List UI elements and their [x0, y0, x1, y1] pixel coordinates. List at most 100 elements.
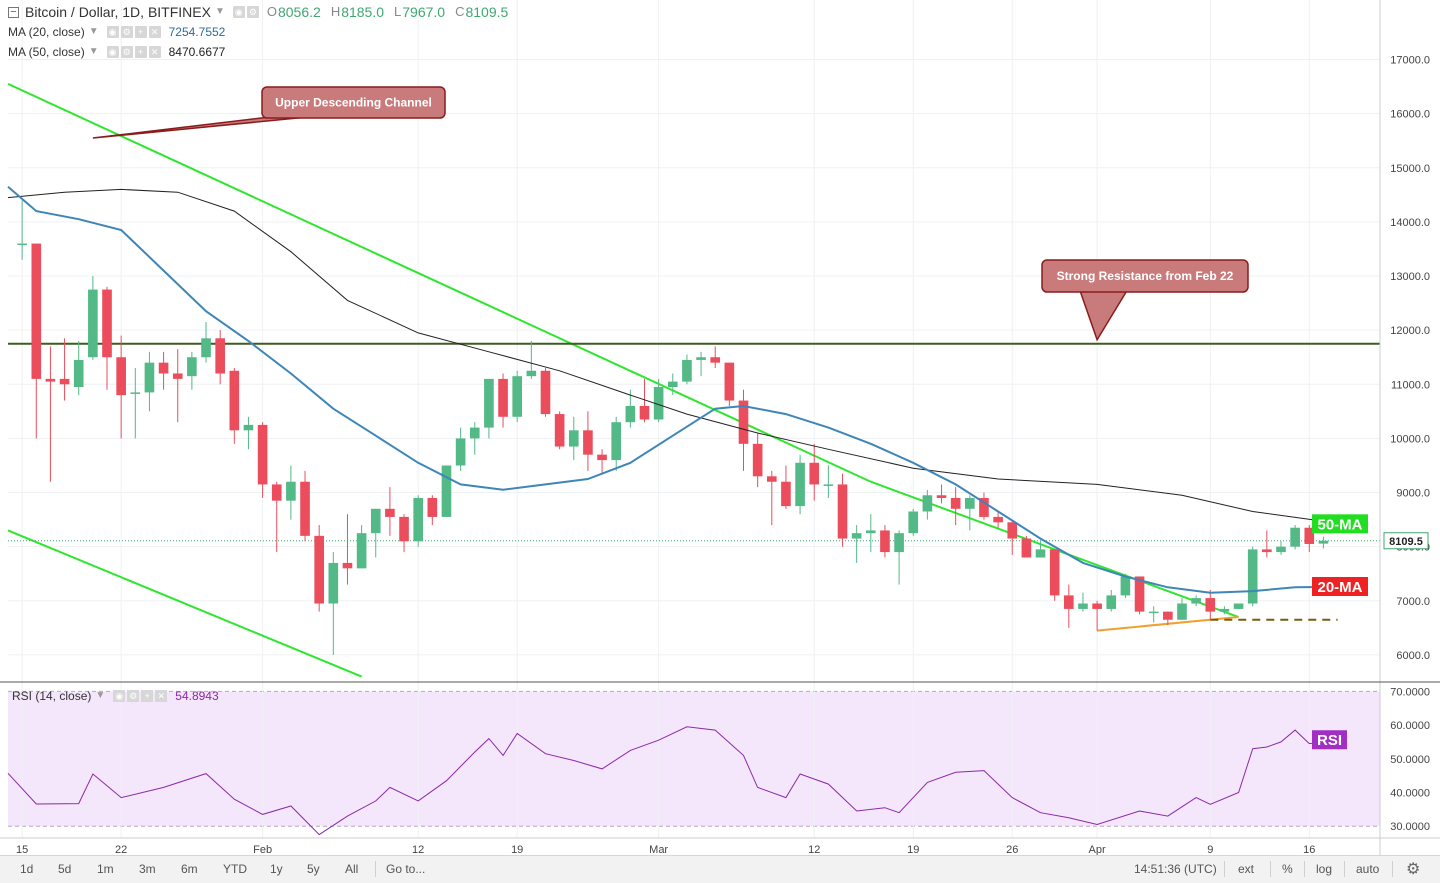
eye-icon[interactable]: ◉: [106, 26, 119, 38]
settings-icon[interactable]: ⚙: [120, 46, 133, 58]
candle-body: [766, 476, 777, 482]
candle-body: [880, 530, 890, 553]
candle-body: [837, 484, 848, 539]
range-5d[interactable]: 5d: [58, 862, 72, 876]
log-toggle[interactable]: log: [1316, 862, 1333, 876]
resistance-callout-pointer: [1078, 287, 1130, 342]
candle-body: [73, 359, 84, 388]
price-tick-label: 13000.0: [1390, 271, 1430, 283]
range-1y[interactable]: 1y: [270, 862, 283, 876]
last-price-tag-label: 8109.5: [1389, 536, 1423, 548]
candle-body: [979, 497, 989, 517]
ma50-label: MA (50, close): [8, 45, 85, 59]
candle-body: [215, 338, 225, 374]
range-1d[interactable]: 1d: [20, 862, 34, 876]
ma20-badge-bg: [1312, 577, 1368, 597]
lower-channel-line: [7, 529, 362, 678]
plus-icon[interactable]: +: [141, 690, 154, 702]
open-value: 8056.2: [277, 4, 321, 20]
plus-icon[interactable]: +: [134, 46, 147, 58]
candle-body: [540, 370, 551, 415]
price-tick-label: 16000.0: [1390, 109, 1430, 121]
candle-body: [172, 373, 183, 379]
ma50-value: 8470.6677: [168, 45, 226, 59]
toolbar-divider: [1304, 861, 1305, 877]
candle-body: [1219, 608, 1230, 612]
ma20-value: 7254.7552: [168, 25, 226, 39]
candle-body: [1177, 603, 1187, 620]
candle-body: [441, 465, 452, 517]
ext-toggle[interactable]: ext: [1238, 862, 1255, 876]
candle-body: [1092, 603, 1102, 609]
toolbar-divider: [375, 861, 376, 877]
candle-body: [724, 362, 735, 401]
candle-body: [1233, 603, 1244, 609]
time-tick-label: Apr: [1089, 844, 1106, 855]
candle-body: [639, 405, 650, 420]
plus-icon[interactable]: +: [134, 26, 147, 38]
close-icon[interactable]: ✕: [148, 26, 161, 38]
candle-body: [625, 405, 636, 423]
percent-toggle[interactable]: %: [1282, 862, 1293, 876]
time-tick-label: 16: [1303, 844, 1315, 855]
range-6m[interactable]: 6m: [181, 862, 198, 876]
candle-body: [809, 462, 820, 485]
ma20-dropdown-icon[interactable]: ▼: [88, 26, 99, 37]
clock-readout: 14:51:36 (UTC): [1134, 862, 1217, 876]
candle-body: [1318, 540, 1329, 544]
range-all[interactable]: All: [345, 862, 359, 876]
candle-body: [1262, 549, 1272, 553]
rsi-tick-label: 30.0000: [1390, 821, 1430, 833]
candle-body: [116, 357, 126, 396]
time-tick-label: 19: [511, 844, 523, 855]
candle-body: [823, 484, 834, 486]
candle-body: [342, 562, 353, 569]
candle-body: [88, 289, 98, 358]
auto-toggle[interactable]: auto: [1356, 862, 1380, 876]
candle-body: [1007, 522, 1018, 539]
settings-icon[interactable]: ⚙: [246, 6, 259, 18]
settings-icon[interactable]: ⚙: [120, 26, 133, 38]
range-ytd[interactable]: YTD: [223, 862, 247, 876]
rsi-dropdown-icon[interactable]: ▼: [95, 690, 106, 701]
candle-body: [696, 357, 706, 360]
goto-button[interactable]: Go to...: [386, 862, 426, 876]
candle-body: [781, 481, 791, 507]
gear-icon[interactable]: ⚙: [1406, 861, 1421, 878]
candle-body: [512, 376, 523, 417]
upper-channel-callout-box: [261, 86, 446, 119]
eye-icon[interactable]: ◉: [106, 46, 119, 58]
time-tick-label: 15: [16, 844, 28, 855]
eye-icon[interactable]: ◉: [232, 6, 245, 18]
candle-body: [427, 497, 438, 517]
resistance-callout-box: [1041, 259, 1249, 293]
dropdown-arrow-icon[interactable]: ▼: [214, 6, 225, 17]
candle-body: [554, 414, 565, 447]
candle-body: [1205, 598, 1216, 612]
resistance-callout-text: Strong Resistance from Feb 22: [1057, 269, 1234, 283]
range-3m[interactable]: 3m: [139, 862, 156, 876]
range-1m[interactable]: 1m: [97, 862, 114, 876]
upper-channel-line: [7, 82, 872, 483]
candle-body: [201, 338, 211, 358]
candle-body: [484, 378, 494, 428]
collapse-icon[interactable]: −: [8, 6, 19, 18]
rsi-badge-bg: [1312, 730, 1347, 750]
candle-body: [1276, 546, 1286, 553]
price-chart[interactable]: Upper Descending Channel Strong Resistanc…: [0, 0, 1440, 856]
settings-icon[interactable]: ⚙: [127, 690, 140, 702]
ma50-dropdown-icon[interactable]: ▼: [88, 46, 99, 57]
close-icon[interactable]: ✕: [155, 690, 168, 702]
close-icon[interactable]: ✕: [148, 46, 161, 58]
eye-icon[interactable]: ◉: [113, 690, 126, 702]
candle-body: [1064, 595, 1074, 609]
price-tick-label: 9000.0: [1396, 488, 1430, 500]
candle-body: [851, 533, 862, 539]
price-tick-label: 6000.0: [1396, 650, 1430, 662]
candle-body: [1078, 603, 1088, 609]
ma20-row: MA (20, close) ▼ ◉ ⚙ + ✕ 7254.7552: [8, 22, 518, 42]
candle-body: [1106, 595, 1117, 609]
candle-body: [526, 370, 537, 377]
last-price-tag: [1383, 532, 1429, 550]
range-5y[interactable]: 5y: [307, 862, 320, 876]
